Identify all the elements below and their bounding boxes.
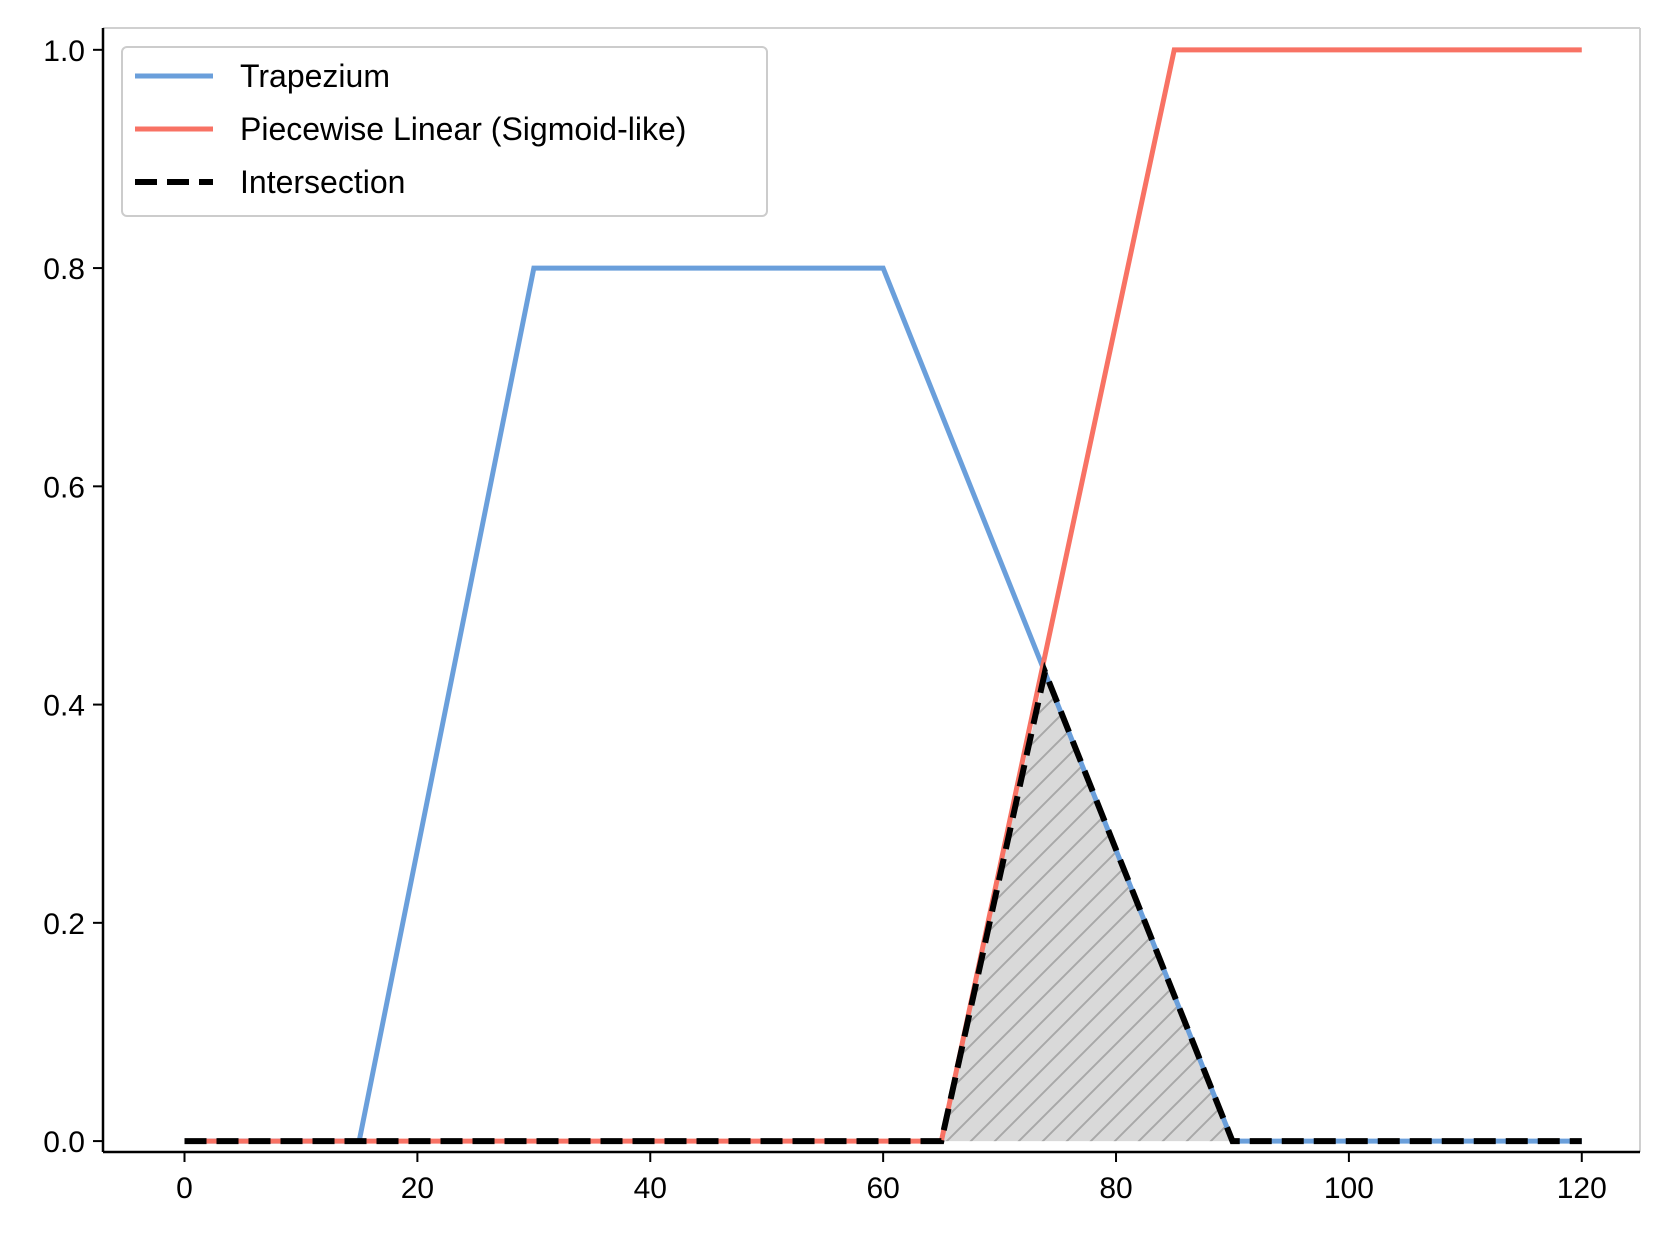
x-tick-label: 20: [401, 1172, 434, 1205]
x-tick-label: 120: [1557, 1172, 1607, 1205]
legend-label-0: Trapezium: [240, 58, 390, 94]
x-tick-label: 80: [1099, 1172, 1132, 1205]
x-tick-label: 40: [634, 1172, 667, 1205]
y-tick-label: 1.0: [43, 35, 85, 68]
x-tick-label: 0: [176, 1172, 193, 1205]
series-lines: [184, 47, 1582, 1145]
x-tick-label: 60: [866, 1172, 899, 1205]
series-line-1: [184, 47, 1582, 1144]
y-tick-label: 0.0: [43, 1126, 85, 1159]
legend-label-1: Piecewise Linear (Sigmoid-like): [240, 111, 686, 147]
x-tick-label: 100: [1324, 1172, 1374, 1205]
series-line-2: [184, 661, 1582, 1145]
y-tick-label: 0.8: [43, 253, 85, 286]
legend-box: [121, 46, 768, 217]
y-tick-label: 0.4: [43, 690, 85, 723]
intersection-hatch: [941, 671, 1233, 1142]
y-tick-label: 0.6: [43, 471, 85, 504]
legend: Trapezium Piecewise Linear (Sigmoid-like)…: [121, 46, 768, 217]
axes: 0 20 40 60 80 100 120 0.0 0.2 0.4 0.6 0.8 1.0: [43, 27, 1641, 1205]
y-tick-label: 0.2: [43, 908, 85, 941]
intersection-shaded-area: [941, 671, 1233, 1142]
legend-label-2: Intersection: [240, 164, 405, 200]
